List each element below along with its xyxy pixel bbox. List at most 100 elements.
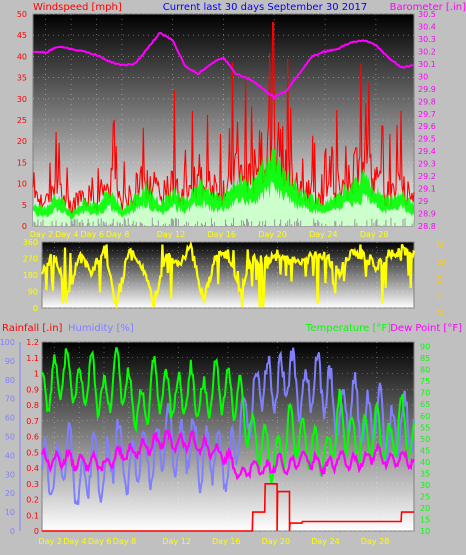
barometer-y-tick-label: 29.7 bbox=[418, 110, 436, 119]
compass-label-w: W bbox=[436, 258, 446, 269]
humidity-y-tick-label: 30 bbox=[5, 470, 15, 479]
temperature-y-tick-label: 25 bbox=[420, 492, 430, 501]
climate-x-tick-label: Day 8 bbox=[113, 537, 136, 546]
direction-y-tick-label: 0 bbox=[33, 304, 38, 313]
wind-x-tick-label: Day 12 bbox=[157, 230, 186, 239]
barometer-y-tick-label: 29.6 bbox=[418, 122, 436, 131]
rainfall-y-tick-label: 0.6 bbox=[26, 433, 39, 442]
temperature-y-tick-label: 60 bbox=[420, 412, 430, 421]
temperature-y-tick-label: 80 bbox=[420, 366, 430, 375]
wind-x-tick-label: Day 28 bbox=[360, 230, 389, 239]
barometer-y-tick-label: 28.9 bbox=[418, 210, 436, 219]
barometer-y-tick-label: 30.5 bbox=[418, 10, 436, 19]
dewpoint-line bbox=[40, 429, 415, 481]
humidity-y-tick-label: 10 bbox=[5, 508, 15, 517]
temperature-y-tick-label: 55 bbox=[420, 423, 430, 432]
humidity-line bbox=[41, 347, 415, 506]
wind-x-tick-label: Day 2 bbox=[30, 230, 53, 239]
direction-y-tick-label: 180 bbox=[23, 271, 38, 280]
barometer-y-tick-label: 29.5 bbox=[418, 135, 436, 144]
wind-y-tick-label: 40 bbox=[17, 52, 27, 61]
temperature-y-tick-label: 35 bbox=[420, 469, 430, 478]
humidity-y-tick-label: 80 bbox=[5, 376, 15, 385]
rainfall-y-tick-label: 0.7 bbox=[26, 417, 39, 426]
wind-y-tick-label: 50 bbox=[17, 10, 27, 19]
compass-label-n-top: N bbox=[436, 240, 443, 251]
wind-x-tick-label: Day 16 bbox=[208, 230, 237, 239]
climate-x-tick-label: Day 24 bbox=[311, 537, 340, 546]
temperature-axis-title: Temperature [°F] bbox=[305, 323, 391, 334]
humidity-y-tick-label: 60 bbox=[5, 414, 15, 423]
temperature-y-tick-label: 85 bbox=[420, 354, 430, 363]
climate-x-tick-label: Day 4 bbox=[63, 537, 86, 546]
humidity-axis-title: Humidity [%] bbox=[68, 323, 134, 334]
climate-x-tick-label: Day 6 bbox=[88, 537, 111, 546]
wind-average-area bbox=[33, 181, 414, 226]
climate-x-tick-label: Day 16 bbox=[212, 537, 241, 546]
compass-label-s: S bbox=[436, 275, 442, 286]
barometer-y-tick-label: 30.1 bbox=[418, 60, 436, 69]
wind-y-tick-label: 30 bbox=[17, 95, 27, 104]
wind-y-tick-label: 25 bbox=[17, 116, 27, 125]
temperature-y-tick-label: 70 bbox=[420, 389, 430, 398]
rainfall-y-tick-label: 0 bbox=[34, 527, 39, 536]
rainfall-axis-title: Rainfall [.in] bbox=[2, 323, 63, 334]
dewpoint-axis-title: Dew Point [°F] bbox=[390, 323, 462, 334]
chart-title: Current last 30 days September 30 2017 bbox=[163, 2, 367, 13]
rainfall-y-tick-label: 0.5 bbox=[26, 448, 39, 457]
rainfall-y-tick-label: 0.8 bbox=[26, 401, 39, 410]
rainfall-y-tick-label: 0.4 bbox=[26, 464, 39, 473]
humidity-y-tick-label: 100 bbox=[0, 338, 15, 347]
barometer-y-tick-label: 29.9 bbox=[418, 85, 436, 94]
direction-y-tick-label: 360 bbox=[23, 238, 38, 247]
wind-direction-line bbox=[41, 240, 416, 310]
rainfall-y-tick-label: 1.1 bbox=[26, 354, 39, 363]
humidity-y-tick-label: 20 bbox=[5, 489, 15, 498]
wind-y-tick-label: 5 bbox=[22, 201, 27, 210]
temperature-y-tick-label: 45 bbox=[420, 446, 430, 455]
temperature-line bbox=[41, 347, 415, 483]
humidity-y-tick-label: 40 bbox=[5, 451, 15, 460]
temperature-y-tick-label: 65 bbox=[420, 400, 430, 409]
compass-label-e: E bbox=[436, 292, 442, 303]
wind-x-tick-label: Day 4 bbox=[55, 230, 78, 239]
humidity-y-tick-label: 90 bbox=[5, 357, 15, 366]
barometer-line bbox=[32, 31, 414, 100]
barometer-y-tick-label: 28.8 bbox=[418, 222, 436, 231]
wind-y-tick-label: 45 bbox=[17, 31, 27, 40]
wind-y-tick-label: 20 bbox=[17, 137, 27, 146]
rainfall-y-tick-label: 0.9 bbox=[26, 385, 39, 394]
direction-y-tick-label: 90 bbox=[28, 288, 38, 297]
wind-y-tick-label: 15 bbox=[17, 158, 27, 167]
barometer-y-tick-label: 29.4 bbox=[418, 147, 436, 156]
humidity-y-tick-label: 70 bbox=[5, 395, 15, 404]
wind-axis-title: Windspeed [mph] bbox=[33, 2, 122, 13]
barometer-y-tick-label: 30.4 bbox=[418, 22, 436, 31]
wind-y-tick-label: 0 bbox=[22, 222, 27, 231]
temperature-y-tick-label: 20 bbox=[420, 504, 430, 513]
barometer-y-tick-label: 29.1 bbox=[418, 185, 436, 194]
rainfall-y-tick-label: 1.2 bbox=[26, 338, 39, 347]
barometer-y-tick-label: 29 bbox=[418, 197, 428, 206]
temperature-y-tick-label: 15 bbox=[420, 515, 430, 524]
wind-x-tick-label: Day 8 bbox=[106, 230, 129, 239]
barometer-y-tick-label: 30.3 bbox=[418, 35, 436, 44]
climate-x-tick-label: Day 28 bbox=[361, 537, 390, 546]
barometer-y-tick-label: 30.2 bbox=[418, 47, 436, 56]
barometer-y-tick-label: 29.8 bbox=[418, 97, 436, 106]
wind-x-tick-label: Day 6 bbox=[81, 230, 104, 239]
wind-y-tick-label: 35 bbox=[17, 74, 27, 83]
compass-label-n-bottom: N bbox=[436, 308, 443, 319]
wind-x-tick-label: Day 20 bbox=[258, 230, 287, 239]
rainfall-line bbox=[42, 483, 414, 532]
barometer-y-tick-label: 30 bbox=[418, 72, 428, 81]
wind-gust-area bbox=[33, 148, 414, 226]
barometer-y-tick-label: 29.2 bbox=[418, 172, 436, 181]
rainfall-y-tick-label: 0.2 bbox=[26, 496, 39, 505]
temperature-y-tick-label: 75 bbox=[420, 377, 430, 386]
rainfall-y-tick-label: 1 bbox=[34, 370, 39, 379]
rainfall-y-tick-label: 0.3 bbox=[26, 480, 39, 489]
climate-x-tick-label: Day 20 bbox=[262, 537, 291, 546]
wind-y-tick-label: 10 bbox=[17, 180, 27, 189]
